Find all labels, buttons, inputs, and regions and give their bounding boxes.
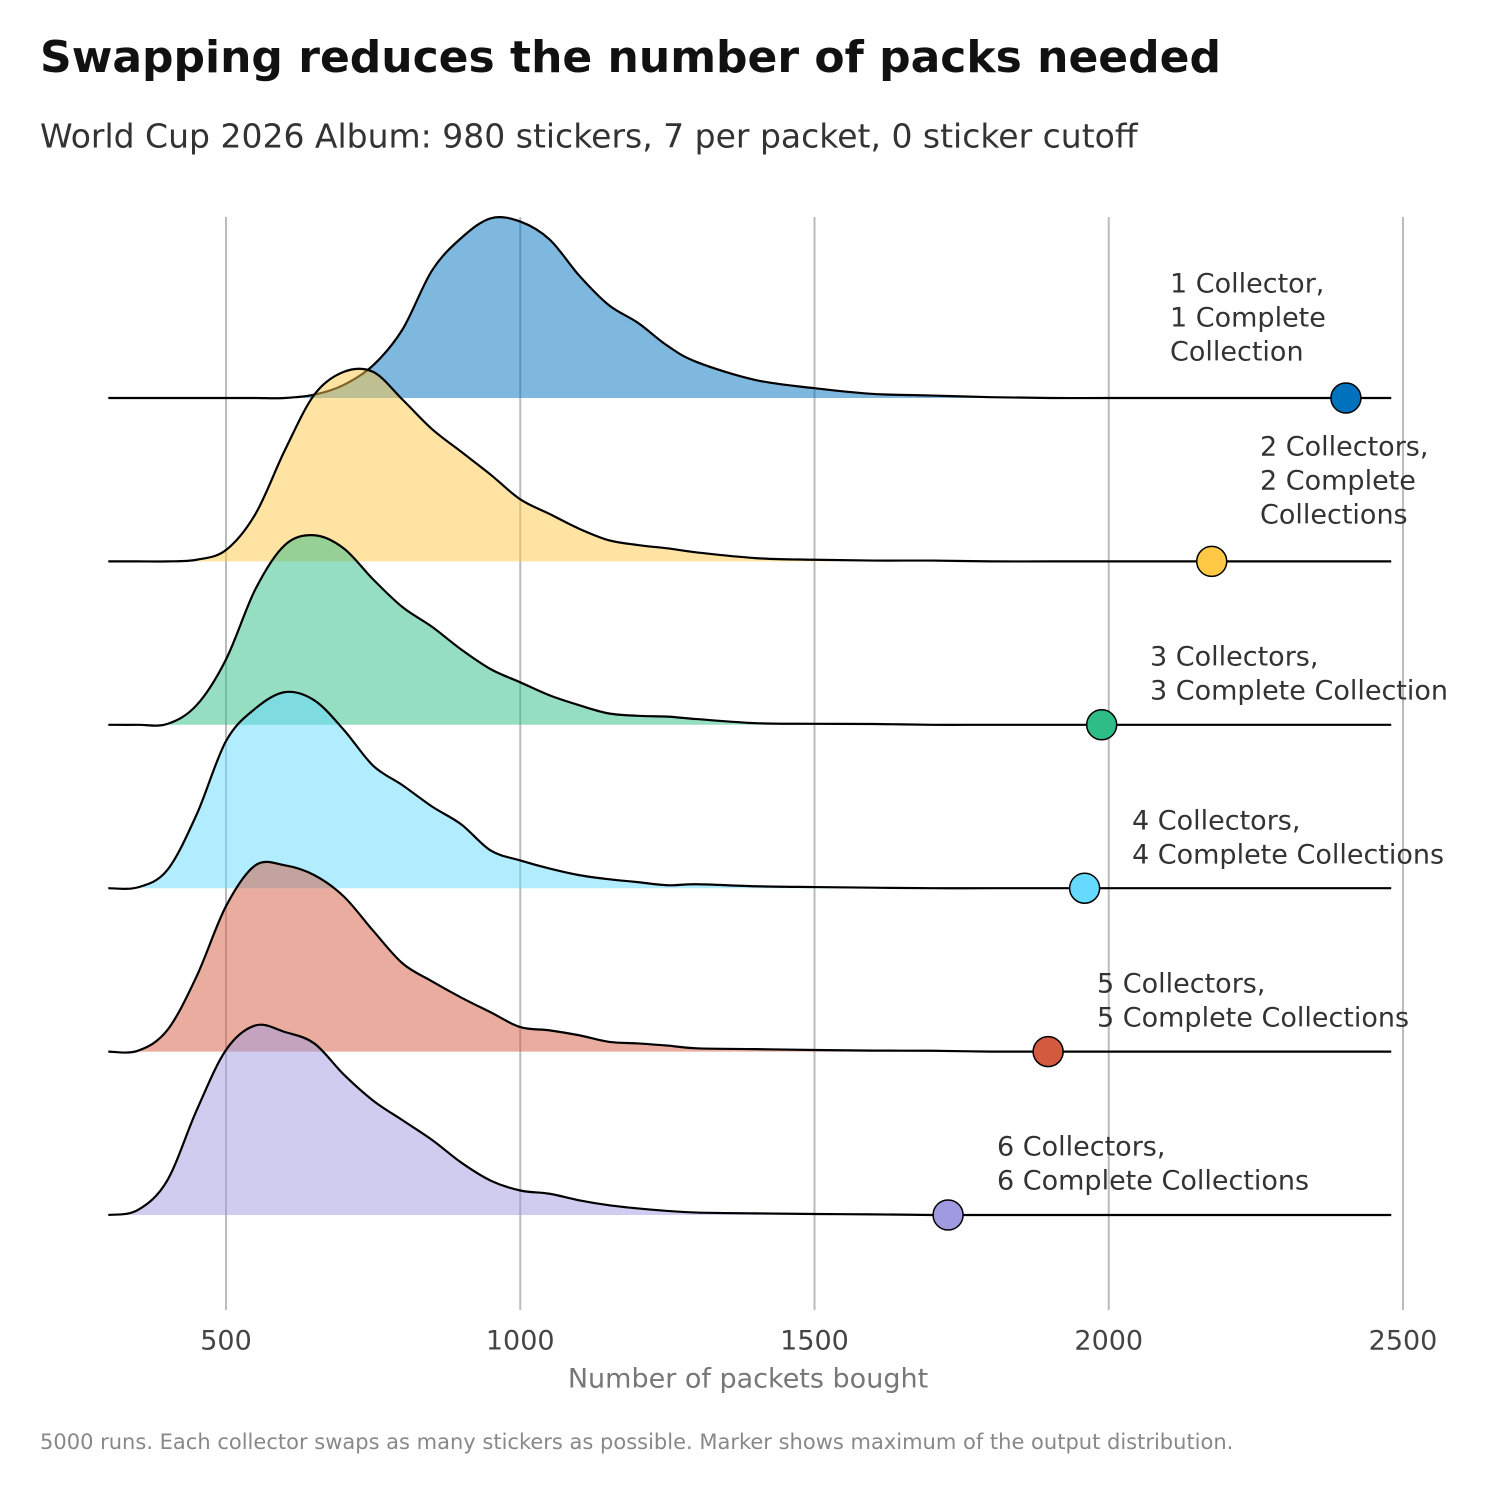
ridge-area [108, 861, 1392, 1053]
max-marker [1195, 545, 1228, 578]
x-tick-label: 2000 [1074, 1326, 1143, 1357]
ridge-area [108, 691, 1392, 889]
series-label: 6 Collectors, [997, 1132, 1165, 1163]
series-label: 1 Complete [1170, 303, 1326, 334]
max-marker [1068, 872, 1101, 904]
series-label: 4 Collectors, [1132, 806, 1300, 837]
ridge-area [108, 368, 1392, 562]
ridge-line [108, 216, 1392, 400]
ridge-line [108, 367, 1392, 563]
max-marker [1085, 709, 1118, 741]
ridge-area [108, 535, 1392, 726]
x-tick-label: 500 [200, 1326, 252, 1357]
x-tick-label: 1000 [486, 1326, 555, 1357]
series-label: 3 Collectors, [1150, 642, 1318, 673]
chart-title: Swapping reduces the number of packs nee… [40, 32, 1221, 83]
x-tick-label: 2500 [1369, 1326, 1438, 1357]
series-label: Collection [1170, 337, 1304, 368]
x-tick-label: 1500 [780, 1326, 849, 1357]
series-label: 5 Complete Collections [1097, 1003, 1409, 1034]
ridge-line [108, 860, 1392, 1054]
series-label: 4 Complete Collections [1132, 840, 1444, 871]
ridge-area [108, 217, 1392, 399]
max-marker [1032, 1035, 1064, 1068]
series-label: 2 Complete [1260, 466, 1416, 497]
series-label: 1 Collector, [1170, 269, 1324, 300]
max-marker [1330, 382, 1362, 414]
chart-subtitle: World Cup 2026 Album: 980 stickers, 7 pe… [40, 117, 1139, 156]
series-label: 2 Collectors, [1260, 432, 1428, 463]
series-label: Collections [1260, 500, 1408, 531]
series-label: 3 Complete Collection [1150, 676, 1448, 707]
series-label: 6 Complete Collections [997, 1166, 1309, 1197]
max-marker [932, 1199, 964, 1231]
footnote: 5000 runs. Each collector swaps as many … [40, 1430, 1233, 1454]
series-label: 5 Collectors, [1097, 969, 1265, 1000]
ridge-line [108, 1023, 1392, 1217]
ridge-area [108, 1024, 1392, 1216]
x-axis-label: Number of packets bought [568, 1364, 928, 1395]
